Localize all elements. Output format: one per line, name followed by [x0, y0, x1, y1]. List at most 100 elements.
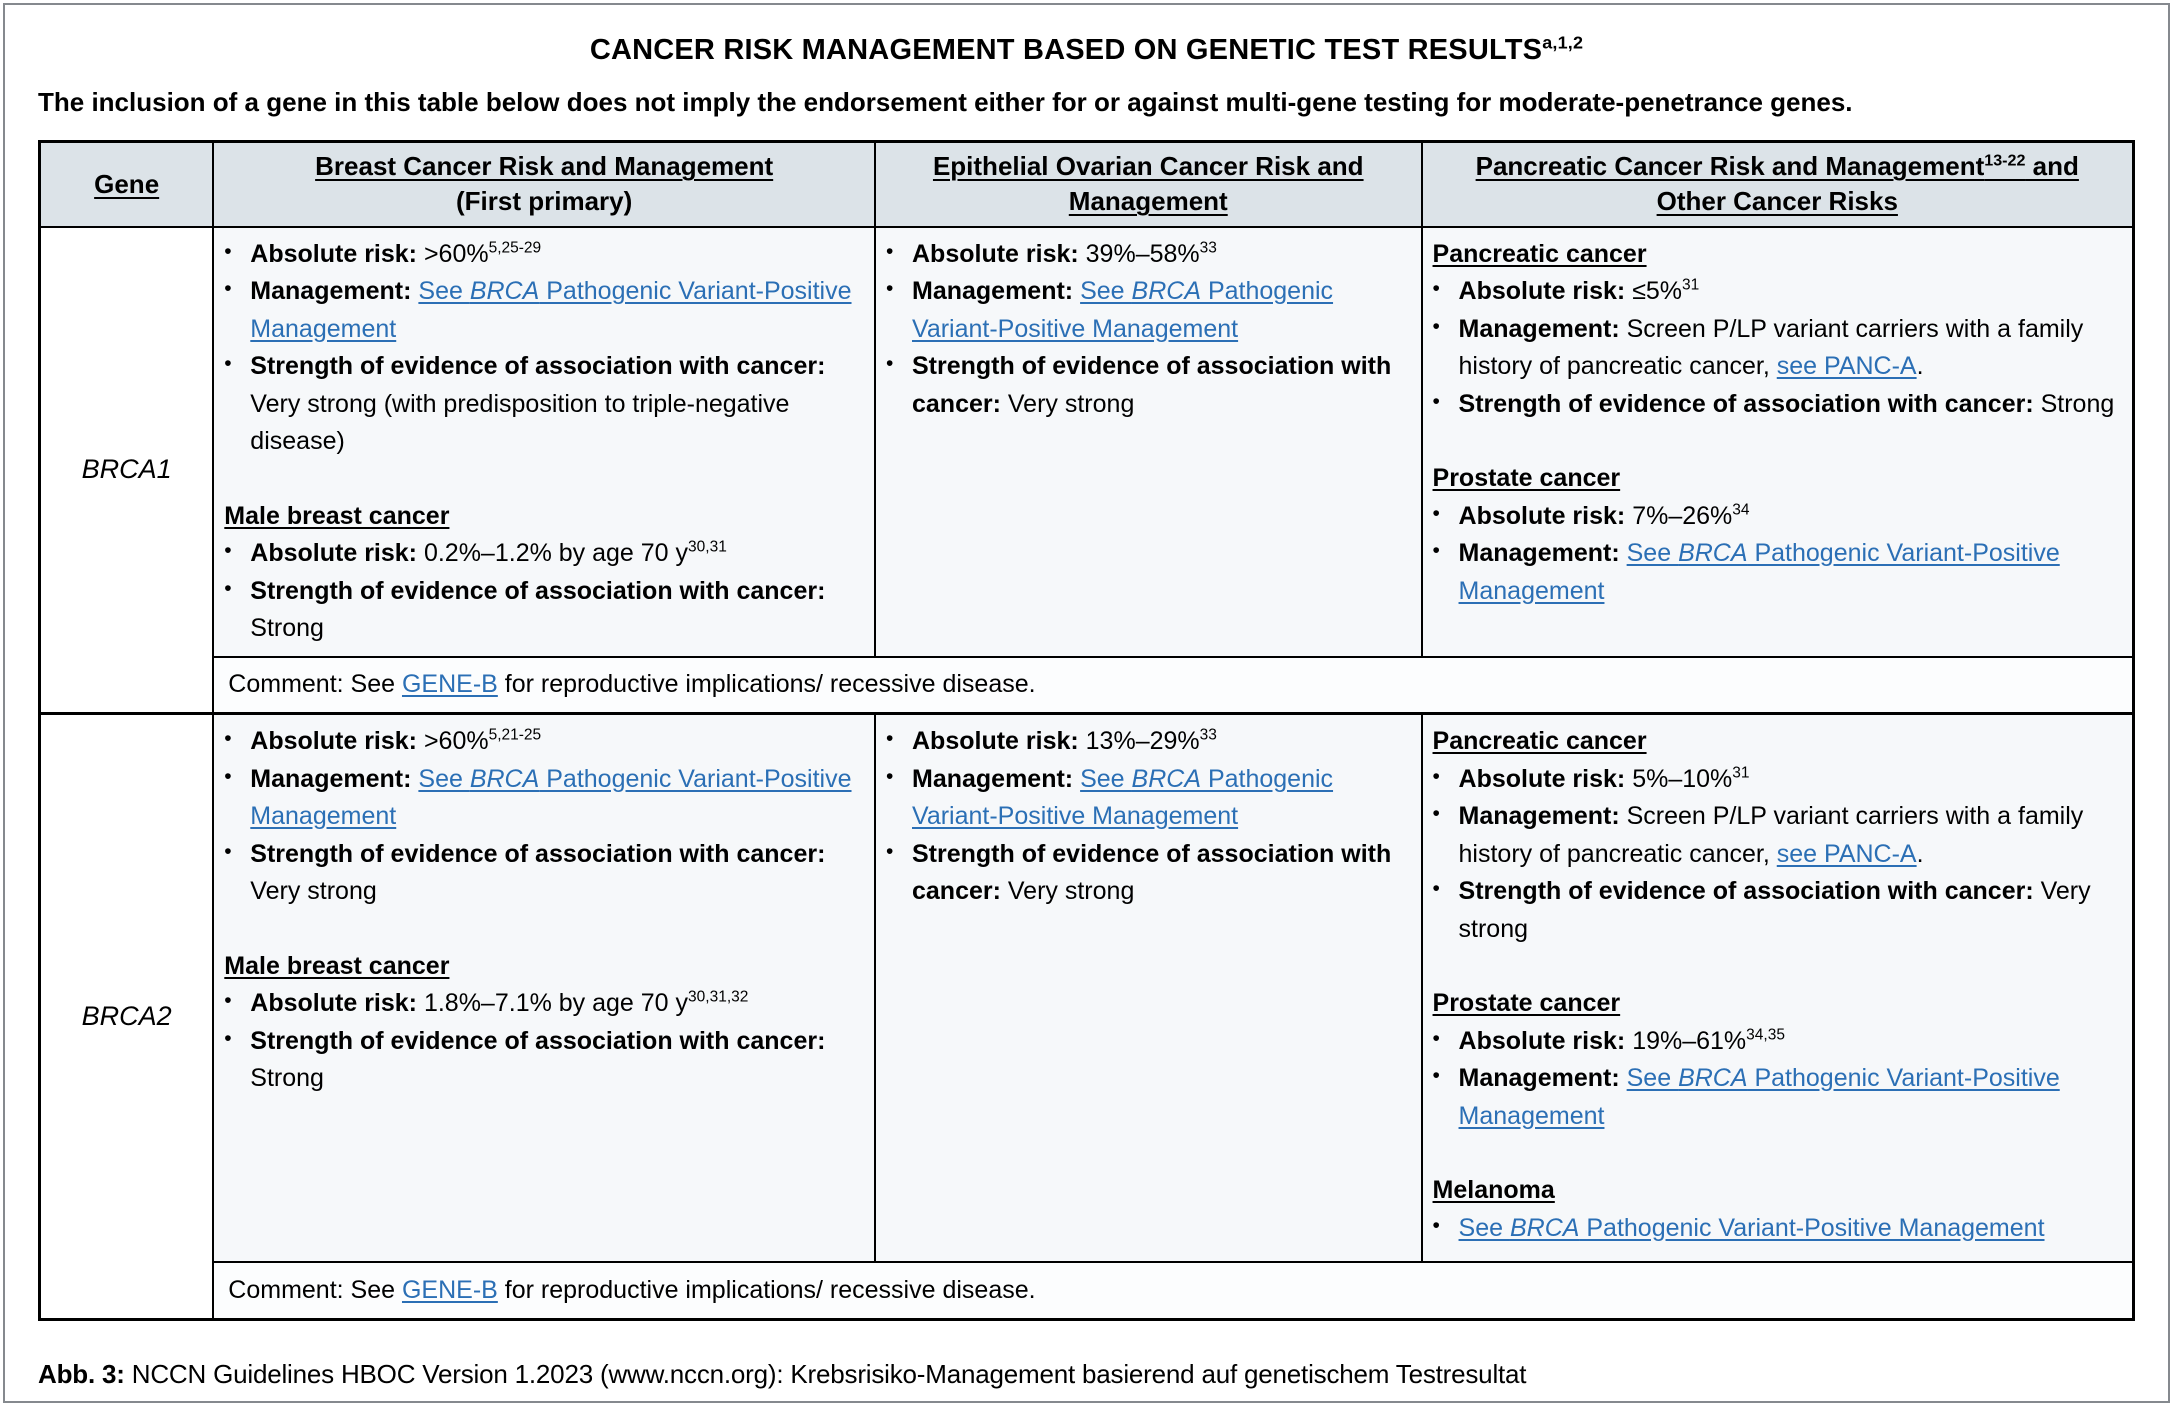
inline-link[interactable]: See	[1080, 277, 1132, 305]
bullet-text: Management: See BRCA Pathogenic Variant-…	[1459, 1060, 2120, 1135]
text-segment: Absolute risk:	[912, 727, 1086, 755]
text-segment: Management:	[1458, 1064, 1627, 1092]
text-segment: 5,25-29	[488, 239, 542, 257]
bullet-text: Management: See BRCA Pathogenic Variant-…	[1459, 535, 2120, 610]
bullet-item: • Strength of evidence of association wit…	[224, 573, 862, 648]
bullet-icon: •	[224, 352, 232, 375]
bullet-item: • Strength of evidence of association wit…	[224, 836, 862, 911]
cell-brca2-breast: • Absolute risk: >60%5,21-25 • Management: …	[212, 712, 876, 1263]
text-segment: Very strong (with predisposition to trip…	[250, 389, 790, 456]
section-heading: Male breast cancer	[224, 498, 862, 536]
inline-link[interactable]: Pathogenic Variant-Positive Management	[1579, 1213, 2045, 1242]
inline-link[interactable]: BRCA	[1678, 539, 1748, 567]
inline-link[interactable]: See	[1458, 1213, 1510, 1242]
comment-row-brca2: Comment: See GENE-B for reproductive imp…	[40, 1260, 2135, 1321]
bullet-icon: •	[886, 352, 894, 375]
header-line: Pancreatic Cancer Risk and Management13-…	[1431, 149, 2124, 184]
inline-link[interactable]: GENE-B	[401, 670, 498, 699]
inline-link[interactable]: BRCA	[1131, 277, 1201, 305]
inline-link[interactable]: GENE-B	[401, 1275, 498, 1304]
text-segment: 31	[1732, 764, 1750, 782]
text-segment: 33	[1199, 726, 1217, 744]
inline-link[interactable]: See	[418, 764, 470, 793]
bullet-text: Management: See BRCA Pathogenic Variant-…	[912, 273, 1409, 348]
header-line: (First primary)	[222, 184, 866, 219]
text-segment: .	[1916, 839, 1924, 868]
text-segment: Absolute risk:	[1458, 764, 1633, 793]
text-segment: Very strong	[250, 877, 377, 905]
text-segment: ≤5%	[1632, 277, 1683, 305]
section-heading: Melanoma	[1433, 1172, 2120, 1210]
bullet-text: Management: See BRCA Pathogenic Variant-…	[912, 761, 1409, 836]
text-segment: 13%–29%	[1085, 727, 1200, 755]
row-brca1: BRCA1 • Absolute risk: >60%5,25-29 • Manage…	[38, 225, 2135, 715]
bullet-item: • Strength of evidence of association wit…	[1433, 873, 2120, 948]
header-line: Gene	[49, 167, 204, 202]
text-segment: Screen P/LP variant carriers with a fami…	[1458, 314, 2084, 381]
bullet-icon: •	[1432, 501, 1440, 525]
bullet-icon: •	[886, 239, 894, 263]
inline-link[interactable]: BRCA	[1509, 1213, 1580, 1242]
inline-link[interactable]: BRCA	[1131, 764, 1201, 793]
page-title-text: CANCER RISK MANAGEMENT BASED ON GENETIC …	[589, 34, 1543, 66]
inline-link[interactable]: Pathogenic Variant-Positive Management	[250, 764, 852, 831]
header-line: Other Cancer Risks	[1431, 184, 2124, 219]
text-segment: 34,35	[1746, 1026, 1785, 1044]
text-segment: Gene	[94, 168, 160, 199]
inline-link[interactable]: Pathogenic Variant-Positive Management	[250, 277, 852, 343]
text-segment: 13-22	[1984, 151, 2026, 170]
bullet-icon: •	[1432, 1026, 1440, 1050]
inline-link[interactable]: Pathogenic Variant-Positive Management	[1458, 1064, 2060, 1130]
bullet-text: Management: See BRCA Pathogenic Variant-…	[250, 273, 862, 348]
bullet-item: • Absolute risk: >60%5,21-25	[224, 723, 862, 761]
inline-link[interactable]: See	[1080, 764, 1132, 793]
text-segment: Pancreatic cancer	[1432, 727, 1647, 755]
text-segment: Male breast cancer	[224, 951, 450, 980]
bullet-icon: •	[224, 989, 232, 1012]
text-segment: Pancreatic cancer	[1432, 239, 1647, 268]
inline-link[interactable]: see PANC-A	[1776, 839, 1917, 868]
text-segment: Comment: See	[228, 670, 402, 699]
section-heading: Pancreatic cancer	[1433, 723, 2120, 761]
bullet-text: Strength of evidence of association with…	[1459, 386, 2120, 424]
text-line: Comment: See GENE-B for reproductive imp…	[228, 670, 2118, 699]
header-line: Management	[884, 184, 1413, 219]
text-segment: 0.2%–1.2% by age 70 y	[423, 539, 689, 567]
gene-label-brca1: BRCA1	[38, 225, 215, 715]
bullet-text: Management: Screen P/LP variant carriers…	[1459, 311, 2120, 386]
bullet-item: • Absolute risk: 0.2%–1.2% by age 70 y30,…	[224, 535, 862, 573]
text-segment: for reproductive implications/ recessive…	[497, 1275, 1036, 1304]
inline-link[interactable]: Pathogenic Variant-Positive Management	[912, 277, 1334, 343]
bullet-item: • Management: See BRCA Pathogenic Variant…	[886, 273, 1409, 348]
spacer	[224, 461, 862, 498]
disclaimer-text: The inclusion of a gene in this table be…	[38, 87, 1853, 117]
inline-link[interactable]: See	[1626, 1064, 1679, 1092]
caption-text: NCCN Guidelines HBOC Version 1.2023 (www…	[131, 1359, 1527, 1389]
inline-link[interactable]: BRCA	[469, 764, 540, 793]
column-header-gene: Gene	[38, 140, 215, 228]
bullet-text: Management: See BRCA Pathogenic Variant-…	[250, 761, 862, 836]
text-segment: 7%–26%	[1632, 501, 1733, 530]
text-segment: Strength of evidence of association with…	[912, 839, 1392, 906]
text-segment: 34	[1732, 501, 1750, 519]
inline-link[interactable]: See	[418, 277, 470, 305]
text-segment: 30,31	[688, 538, 727, 556]
text-segment: Absolute risk:	[1458, 1026, 1633, 1055]
text-segment: Epithelial Ovarian Cancer Risk and	[932, 151, 1364, 182]
inline-link[interactable]: Pathogenic Variant-Positive Management	[912, 764, 1334, 831]
cell-brca1-ovarian: • Absolute risk: 39%–58%33 • Management: Se…	[874, 225, 1423, 658]
text-segment: Absolute risk:	[1458, 277, 1633, 305]
spacer	[1433, 423, 2120, 460]
bullet-item: • Management: See BRCA Pathogenic Variant…	[1433, 1060, 2120, 1135]
text-segment: Strength of evidence of association with…	[250, 1026, 826, 1055]
inline-link[interactable]: BRCA	[1678, 1064, 1748, 1092]
bullet-text: See BRCA Pathogenic Variant-Positive Man…	[1459, 1210, 2120, 1248]
bullet-icon: •	[886, 839, 894, 863]
inline-link[interactable]: see PANC-A	[1776, 352, 1917, 380]
inline-link[interactable]: See	[1626, 539, 1679, 567]
bullet-icon: •	[224, 727, 232, 750]
inline-link[interactable]: Pathogenic Variant-Positive Management	[1458, 539, 2060, 605]
text-segment: 19%–61%	[1632, 1026, 1747, 1055]
inline-link[interactable]: BRCA	[469, 277, 540, 305]
